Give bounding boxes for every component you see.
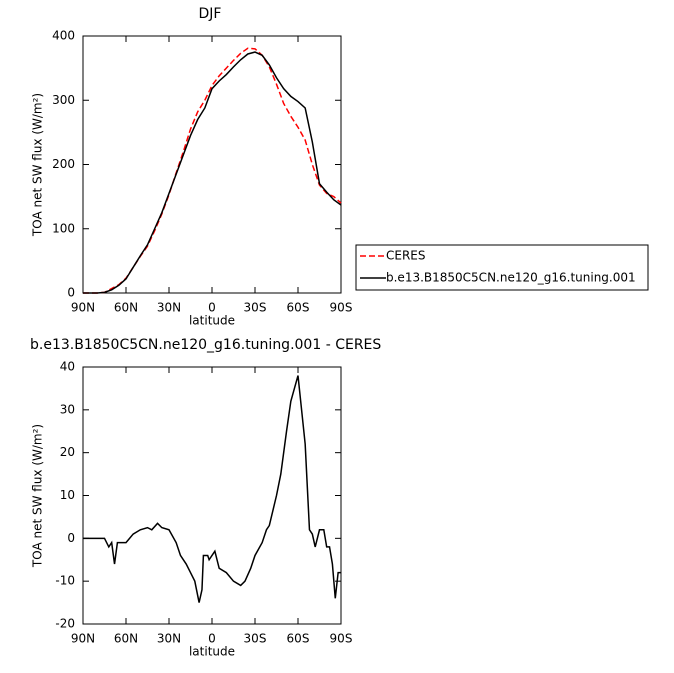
y-tick-label: 10	[60, 488, 75, 502]
x-tick-label: 30S	[244, 632, 267, 646]
x-tick-label: 0	[208, 632, 216, 646]
legend-label: CERES	[386, 249, 426, 263]
legend-label: b.e13.B1850C5CN.ne120_g16.tuning.001	[386, 271, 636, 285]
y-tick-label: 0	[67, 286, 75, 300]
x-tick-label: 90N	[71, 301, 95, 315]
y-tick-label: 30	[60, 402, 75, 416]
y-tick-label: -20	[55, 617, 75, 631]
plot-frame	[82, 35, 342, 294]
x-tick-label: 60S	[287, 301, 310, 315]
x-tick-label: 30N	[157, 632, 181, 646]
chart-title: b.e13.B1850C5CN.ne120_g16.tuning.001 - C…	[30, 337, 381, 353]
x-axis-label: latitude	[189, 645, 235, 659]
x-tick-label: 90S	[330, 301, 353, 315]
y-tick-label: 0	[67, 531, 75, 545]
x-tick-label: 90N	[71, 632, 95, 646]
data-line	[83, 47, 342, 294]
y-tick-label: 100	[52, 221, 75, 235]
x-tick-label: 60S	[287, 632, 310, 646]
y-tick-label: 40	[60, 360, 75, 374]
legend-box	[355, 244, 649, 291]
x-tick-label: 60N	[114, 632, 138, 646]
y-tick-label: 200	[52, 157, 75, 171]
x-tick-label: 60N	[114, 301, 138, 315]
data-line	[83, 51, 342, 294]
y-tick-label: -10	[55, 574, 75, 588]
x-tick-label: 0	[208, 301, 216, 315]
x-axis-label: latitude	[189, 314, 235, 328]
x-tick-label: 30S	[244, 301, 267, 315]
x-tick-label: 30N	[157, 301, 181, 315]
y-axis-label: TOA net SW flux (W/m²)	[31, 93, 45, 237]
y-tick-label: 400	[52, 29, 75, 43]
data-line	[83, 375, 341, 603]
chart-title: DJF	[199, 6, 222, 22]
y-tick-label: 20	[60, 445, 75, 459]
y-axis-label: TOA net SW flux (W/m²)	[31, 424, 45, 568]
plot-frame	[82, 366, 342, 625]
x-tick-label: 90S	[330, 632, 353, 646]
y-tick-label: 300	[52, 93, 75, 107]
